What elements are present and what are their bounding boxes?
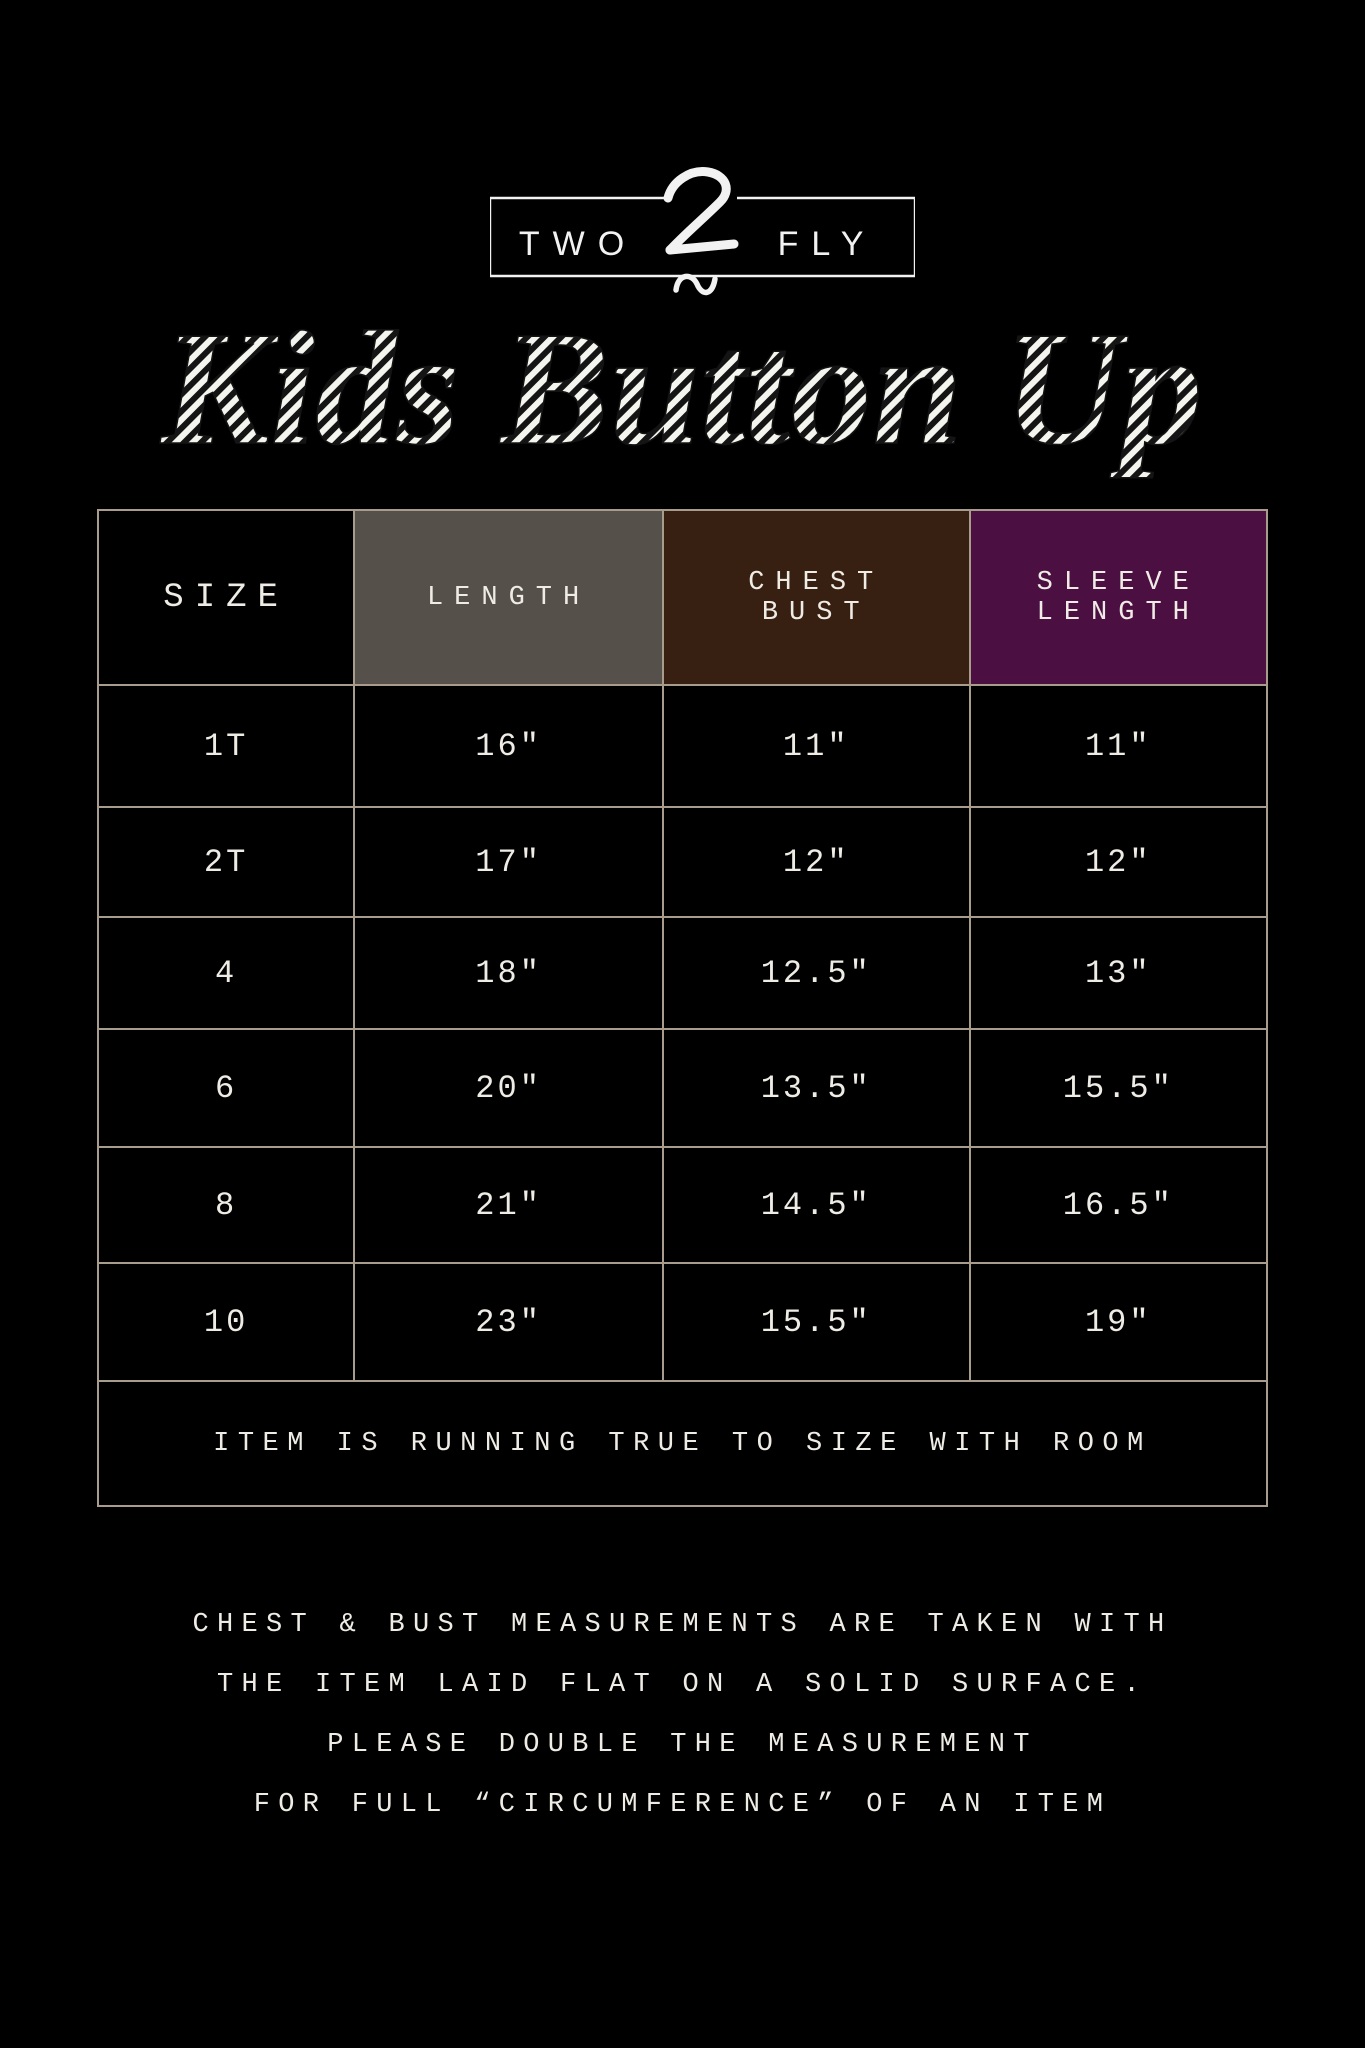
svg-text:TWO: TWO [519,225,637,263]
svg-text:FLY: FLY [778,225,877,263]
svg-text:Kids Button Up: Kids Button Up [159,300,1203,479]
